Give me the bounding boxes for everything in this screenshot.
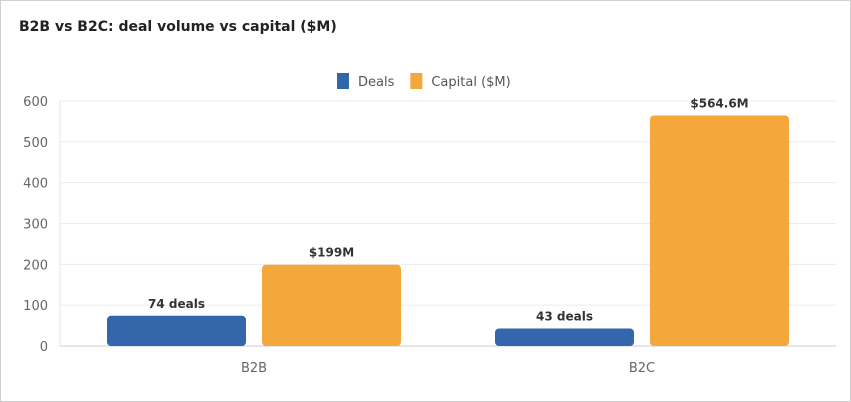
data-label: $564.6M (690, 96, 748, 110)
bar-capital-m--b2b (262, 264, 401, 346)
data-label: $199M (309, 246, 354, 260)
y-tick-label: 200 (23, 258, 48, 273)
legend-label: Capital ($M) (431, 75, 510, 90)
y-tick-label: 300 (23, 218, 48, 233)
data-label: 43 deals (536, 309, 593, 323)
bar-deals-b2b (107, 315, 246, 346)
legend-swatch (410, 73, 423, 89)
x-tick-label: B2B (241, 361, 267, 376)
y-tick-label: 0 (40, 340, 48, 355)
y-tick-label: 500 (23, 136, 48, 151)
y-tick-label: 100 (23, 299, 48, 314)
y-tick-label: 400 (23, 177, 48, 192)
data-label: 74 deals (148, 297, 205, 311)
legend-swatch (337, 73, 349, 89)
bar-deals-b2c (495, 328, 634, 346)
legend-label: Deals (358, 75, 395, 90)
x-tick-label: B2C (629, 361, 655, 376)
chart-title: B2B vs B2C: deal volume vs capital ($M) (19, 19, 337, 35)
y-tick-label: 600 (23, 95, 48, 110)
bar-capital-m--b2c (650, 115, 789, 346)
